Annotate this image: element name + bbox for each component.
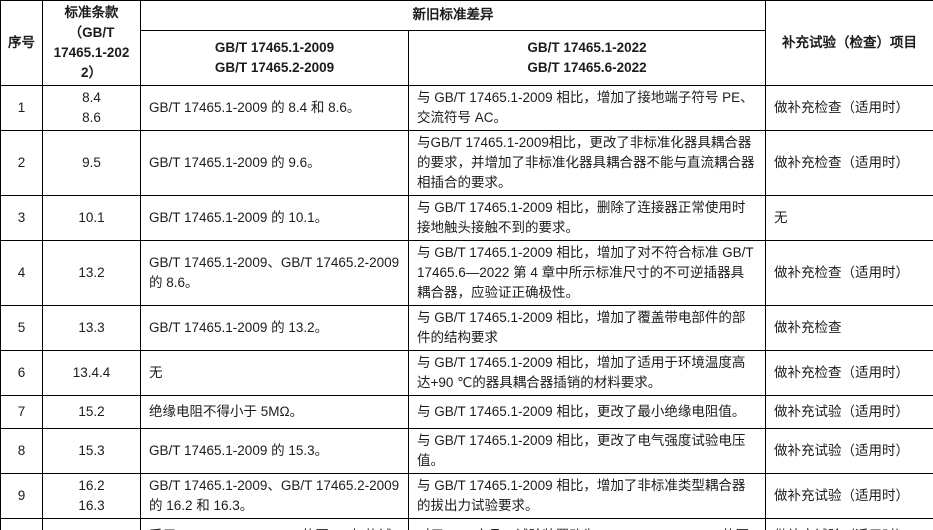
cell-serial: 5: [0, 305, 43, 351]
header-new-standard: GB/T 17465.1-2022 GB/T 17465.6-2022: [408, 29, 766, 87]
cell-new-standard: 与 GB/T 17465.1-2009 相比，增加了非标准类型耦合器的拔出力试验…: [408, 473, 766, 519]
cell-supplement: 做补充检查（适用时）: [765, 130, 933, 196]
table-row: 10 18 采用 GB/T 17465.1-2009 的图 13 加热试 对于 …: [0, 518, 933, 530]
cell-serial: 10: [0, 518, 43, 530]
cell-supplement: 做补充检查: [765, 305, 933, 351]
header-row-sub: GB/T 17465.1-2009 GB/T 17465.2-2009 GB/T…: [1, 29, 933, 87]
cell-clause: 13.3: [42, 305, 141, 351]
header-old-standard: GB/T 17465.1-2009 GB/T 17465.2-2009: [140, 29, 409, 87]
cell-supplement: 做补充检查（适用时）: [765, 350, 933, 396]
cell-serial: 9: [0, 473, 43, 519]
cell-new-standard: 与 GB/T 17465.1-2009 相比，增加了适用于环境温度高达+90 ℃…: [408, 350, 766, 396]
cell-new-standard: 对于 16A 产品，试验装置改为 GB/T 17465.1-2022 的图: [408, 518, 766, 530]
cell-new-standard: 与 GB/T 17465.1-2009 相比，增加了接地端子符号 PE、交流符号…: [408, 85, 766, 131]
header-old-new-difference: 新旧标准差异: [140, 0, 766, 31]
header-standard-clause: 标准条款 （GB/T 17465.1-202 2）: [42, 0, 141, 86]
header-row-top: 序号 标准条款 （GB/T 17465.1-202 2） 新旧标准差异 补充试验…: [0, 0, 933, 86]
table-row: 3 10.1 GB/T 17465.1-2009 的 10.1。 与 GB/T …: [0, 195, 933, 241]
cell-old-standard: GB/T 17465.1-2009 的 9.6。: [140, 130, 409, 196]
cell-clause: 9.5: [42, 130, 141, 196]
table-row: 1 8.4 8.6 GB/T 17465.1-2009 的 8.4 和 8.6。…: [0, 85, 933, 131]
cell-supplement: 做补充试验（适用时）: [765, 473, 933, 519]
cell-old-standard: GB/T 17465.1-2009 的 10.1。: [140, 195, 409, 241]
cell-serial: 4: [0, 240, 43, 306]
cell-clause: 15.2: [42, 395, 141, 429]
cell-new-standard: 与 GB/T 17465.1-2009 相比，增加了对不符合标准 GB/T 17…: [408, 240, 766, 306]
cell-clause: 13.4.4: [42, 350, 141, 396]
cell-serial: 8: [0, 428, 43, 474]
cell-old-standard: 绝缘电阻不得小于 5MΩ。: [140, 395, 409, 429]
cell-new-standard: 与 GB/T 17465.1-2009 相比，更改了电气强度试验电压值。: [408, 428, 766, 474]
cell-clause: 13.2: [42, 240, 141, 306]
cell-clause: 16.2 16.3: [42, 473, 141, 519]
table-row: 9 16.2 16.3 GB/T 17465.1-2009、GB/T 17465…: [0, 473, 933, 519]
cell-serial: 3: [0, 195, 43, 241]
cell-supplement: 无: [765, 195, 933, 241]
header-supplementary-test: 补充试验（检查）项目: [765, 0, 933, 86]
cell-old-standard: GB/T 17465.1-2009 的 15.3。: [140, 428, 409, 474]
cell-new-standard: 与 GB/T 17465.1-2009 相比，删除了连接器正常使用时接地触头接触…: [408, 195, 766, 241]
cell-serial: 2: [0, 130, 43, 196]
table-row: 7 15.2 绝缘电阻不得小于 5MΩ。 与 GB/T 17465.1-2009…: [0, 395, 933, 429]
cell-old-standard: GB/T 17465.1-2009、GB/T 17465.2-2009 的 16…: [140, 473, 409, 519]
cell-old-standard: GB/T 17465.1-2009 的 13.2。: [140, 305, 409, 351]
cell-clause: 8.4 8.6: [42, 85, 141, 131]
cell-supplement: 做补充检查（适用时）: [765, 240, 933, 306]
cell-supplement: 做补充试验（适用时）: [765, 518, 933, 530]
cell-supplement: 做补充试验（适用时）: [765, 395, 933, 429]
cell-supplement: 做补充检查（适用时）: [765, 85, 933, 131]
header-serial-number: 序号: [0, 0, 43, 86]
cell-clause: 10.1: [42, 195, 141, 241]
cell-old-standard: GB/T 17465.1-2009、GB/T 17465.2-2009 的 8.…: [140, 240, 409, 306]
table-row: 6 13.4.4 无 与 GB/T 17465.1-2009 相比，增加了适用于…: [0, 350, 933, 396]
cell-clause: 15.3: [42, 428, 141, 474]
cell-new-standard: 与 GB/T 17465.1-2009 相比，增加了覆盖带电部件的部件的结构要求: [408, 305, 766, 351]
cell-old-standard: 采用 GB/T 17465.1-2009 的图 13 加热试: [140, 518, 409, 530]
cell-serial: 7: [0, 395, 43, 429]
cell-serial: 1: [0, 85, 43, 131]
cell-new-standard: 与 GB/T 17465.1-2009 相比，更改了最小绝缘电阻值。: [408, 395, 766, 429]
table-row: 4 13.2 GB/T 17465.1-2009、GB/T 17465.2-20…: [0, 240, 933, 306]
table-row: 8 15.3 GB/T 17465.1-2009 的 15.3。 与 GB/T …: [0, 428, 933, 474]
cell-old-standard: 无: [140, 350, 409, 396]
cell-supplement: 做补充试验（适用时）: [765, 428, 933, 474]
cell-old-standard: GB/T 17465.1-2009 的 8.4 和 8.6。: [140, 85, 409, 131]
cell-serial: 6: [0, 350, 43, 396]
table-row: 5 13.3 GB/T 17465.1-2009 的 13.2。 与 GB/T …: [0, 305, 933, 351]
cell-clause: 18: [42, 518, 141, 530]
table-row: 2 9.5 GB/T 17465.1-2009 的 9.6。 与GB/T 174…: [0, 130, 933, 196]
cell-new-standard: 与GB/T 17465.1-2009相比，更改了非标准化器具耦合器的要求，并增加…: [408, 130, 766, 196]
